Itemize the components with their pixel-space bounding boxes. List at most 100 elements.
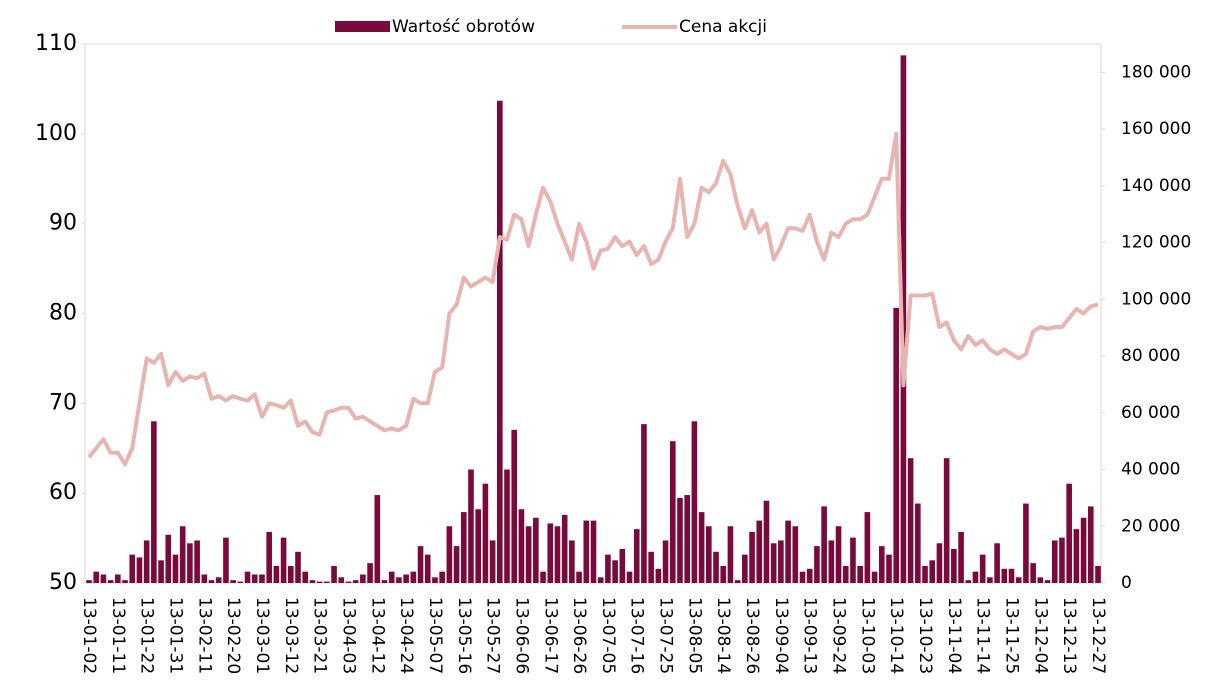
bar [936,543,943,583]
x-tick-label: 13-02-20 [223,597,243,674]
bar [223,537,229,583]
bar [1023,503,1029,583]
bar [432,577,438,583]
bar [100,574,107,583]
bar [742,554,748,583]
bar [201,574,208,583]
bar [792,526,799,583]
bar [410,571,417,583]
bar [727,526,734,583]
bar [669,441,676,583]
bar [489,540,496,583]
bar [475,509,481,583]
bar [158,560,164,583]
bar [929,560,936,583]
x-tick-label: 13-12-13 [1059,597,1079,674]
bar [677,497,683,583]
x-tick-label: 13-02-11 [194,597,214,674]
bar [576,571,582,583]
bar [251,574,258,583]
bar [857,565,863,583]
bar [691,421,698,583]
x-tick-label: 13-12-04 [1030,597,1050,674]
x-tick-label: 13-04-24 [396,597,416,674]
bar [842,565,849,583]
bar [396,577,402,583]
bar [345,581,352,583]
bar [763,500,770,583]
x-tick-label: 13-10-14 [886,597,906,674]
bar [496,100,503,583]
bar [597,577,604,583]
x-tick-label: 13-08-05 [684,597,704,674]
bar [569,540,575,583]
x-tick-label: 13-01-31 [165,597,185,674]
bar [1037,577,1044,583]
bar [814,546,820,583]
bar [107,580,114,583]
bar [915,503,921,583]
bar [583,520,590,583]
bar [215,577,222,583]
x-tick-label: 13-03-01 [252,597,272,674]
x-tick-label: 13-05-27 [483,597,503,674]
x-tick-label: 13-07-25 [656,597,676,674]
bar [115,574,121,583]
bar [424,554,431,583]
bar [828,540,835,583]
bar [352,580,359,583]
bar [194,540,200,583]
bar [633,529,640,583]
bar [1008,568,1015,583]
bar [706,526,712,583]
x-tick-label: 13-06-06 [511,597,531,674]
x-tick-label: 13-07-16 [627,597,647,674]
y-tick-label: 80 [49,301,77,326]
bar [943,458,950,583]
bar [266,531,272,583]
bar [287,565,294,583]
x-tick-label: 13-06-17 [540,597,560,674]
x-tick-label: 13-05-07 [425,597,445,674]
bar [619,548,626,583]
bar [244,571,251,583]
bar [302,571,309,583]
bar [878,546,885,583]
bar [273,565,280,583]
bar [734,580,741,583]
bar [864,512,871,583]
bar [525,526,532,583]
bar [295,551,301,583]
x-tick-label: 13-03-12 [281,597,301,674]
bar [324,581,330,583]
bar [1051,540,1058,583]
bar [259,574,265,583]
bar [1066,483,1072,583]
bar [554,526,561,583]
bar [280,537,287,583]
bar [309,580,316,583]
legend-label: Cena akcji [679,17,767,37]
x-tick-label: 13-01-11 [108,597,128,674]
x-tick-label: 13-08-14 [713,597,733,674]
bar [468,469,474,583]
bar [684,495,691,583]
x-tick-label: 13-09-13 [800,597,820,674]
y2-tick-label: 0 [1121,573,1132,593]
bar [662,540,669,583]
bar [778,540,784,583]
bar [561,514,568,583]
bar [612,560,618,583]
y2-tick-label: 80 000 [1121,346,1180,366]
x-tick-label: 13-08-26 [742,597,762,674]
bar [979,554,986,583]
bar [208,580,215,583]
price-line [87,131,1099,467]
bar [1095,565,1101,583]
bar [482,483,489,583]
bar [886,554,892,583]
bar [641,424,647,583]
bar [129,554,136,583]
y2-tick-label: 20 000 [1121,516,1180,536]
